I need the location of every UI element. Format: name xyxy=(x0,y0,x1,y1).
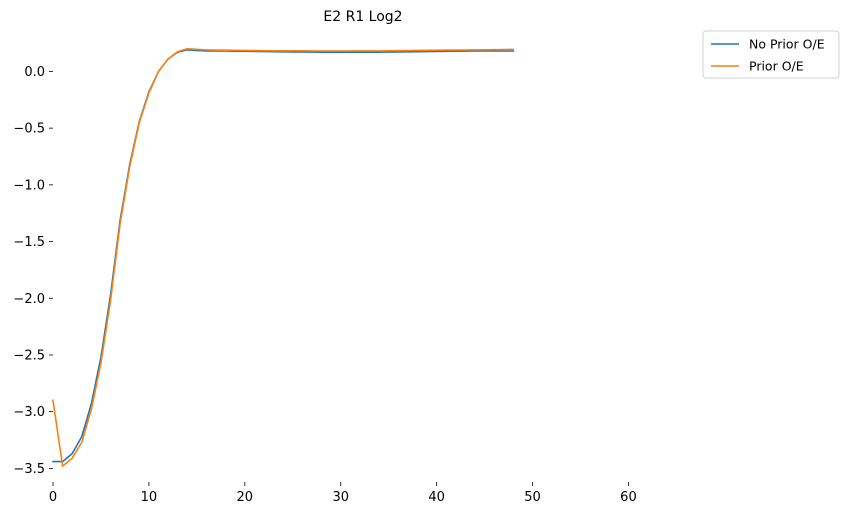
legend: No Prior O/E Prior O/E xyxy=(702,30,840,79)
y-tick-label: −1.5 xyxy=(13,235,45,250)
legend-label: No Prior O/E xyxy=(749,37,825,52)
x-tick-label: 60 xyxy=(620,490,637,505)
x-tick-label: 30 xyxy=(332,490,349,505)
y-tick-label: −1.0 xyxy=(13,178,45,193)
y-tick-label: −0.5 xyxy=(13,122,45,137)
x-tick-label: 10 xyxy=(141,490,158,505)
x-tick-label: 50 xyxy=(524,490,541,505)
chart-title: E2 R1 Log2 xyxy=(323,9,402,25)
y-tick-label: −3.5 xyxy=(13,462,45,477)
legend-label: Prior O/E xyxy=(749,59,804,74)
series-line-no-prior-oe xyxy=(52,49,515,463)
x-axis: 0 10 20 30 40 50 60 xyxy=(49,482,637,505)
y-tick-label: −2.0 xyxy=(13,292,45,307)
y-tick-label: 0.0 xyxy=(24,65,45,80)
y-axis: −3.5 −3.0 −2.5 −2.0 −1.5 −1.0 −0.5 0.0 xyxy=(13,65,53,477)
y-tick-label: −3.0 xyxy=(13,405,45,420)
x-tick-label: 0 xyxy=(49,490,57,505)
y-tick-label: −2.5 xyxy=(13,348,45,363)
x-tick-label: 20 xyxy=(237,490,254,505)
series-layer xyxy=(52,47,515,467)
series-line-prior-oe xyxy=(52,47,515,467)
x-tick-label: 40 xyxy=(428,490,445,505)
